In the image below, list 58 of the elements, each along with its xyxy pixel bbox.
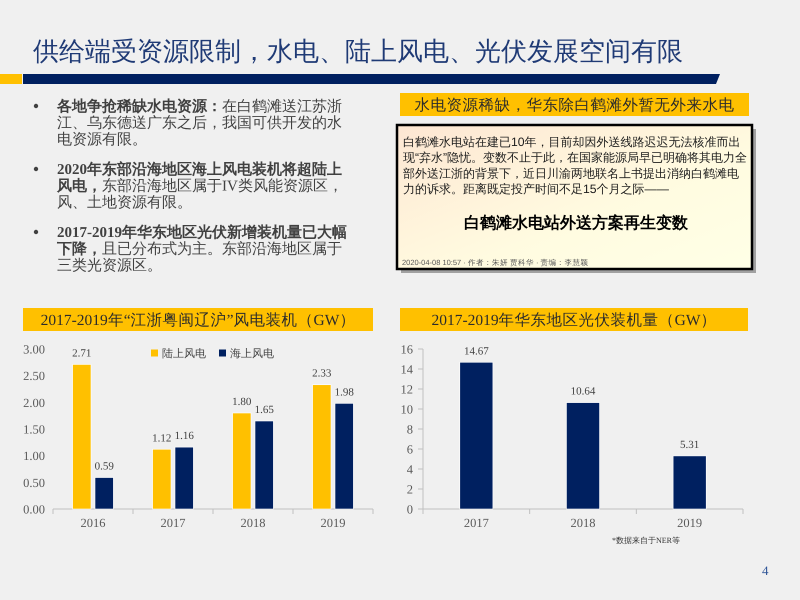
x-tick-label: 2019 [320,516,346,530]
y-tick-label: 6 [406,442,413,456]
text: 白鹤滩水电站外送方案再生变数 [464,213,689,232]
text: *数据来自于NER等 [612,536,680,545]
bar [566,402,600,510]
data-label: 14.67 [464,345,490,358]
data-label: 1.12 [152,432,172,444]
bar [312,384,332,510]
data-label: 2.33 [312,368,332,380]
data-label: 0.59 [94,460,114,473]
chart-title: 2017-2019年华东地区光伏装机量（GW） [432,311,716,329]
data-label: 10.64 [570,386,596,398]
data-label: 1.16 [174,430,194,442]
bar [672,456,706,510]
y-tick-label: 1.00 [23,449,45,464]
data-label: 1.80 [232,396,252,408]
x-tick-label: 2016 [80,516,106,530]
y-tick-label: 0.00 [23,502,45,516]
legend-label: 海上风电 [230,347,274,360]
data-label: 5.31 [680,438,700,451]
y-tick-label: 2 [406,482,413,496]
y-tick-label: 3.00 [23,342,45,356]
bar [232,412,252,510]
y-tick-label: 4 [406,462,414,476]
y-tick-label: 14 [400,362,414,376]
y-tick-label: 2.00 [23,396,45,410]
x-tick-label: 2018 [570,516,596,530]
bar [72,364,92,510]
y-tick-label: 2.50 [23,369,45,384]
y-tick-label: 12 [400,382,413,396]
bar [152,448,172,510]
y-tick-label: 16 [400,342,413,356]
y-tick-label: 0 [406,502,413,516]
y-tick-label: 10 [400,402,413,416]
bar [254,420,274,510]
bar [174,446,194,510]
data-label: 2.71 [72,347,92,360]
text: 各地争抢稀缺水电资源：在白鹤滩送江苏浙江、乌东德送广东之后，我国可供开发的水电资源有限。 [56,98,342,148]
text: 白鹤滩水电站在建已10年，目前却因外送线路迟迟无法核准而出现“弃水”隐忧。变数不止于此，在国家能源局早已明确将其电力全部外送江浙的背景下，近日川渝两地联名上书提出消纳白鹤滩电力的诉求。距离既定投产时间不足15个月之际—— [403,135,748,196]
x-tick-label: 2017 [464,516,489,530]
y-tick-label: 1.50 [23,422,45,436]
chart-title: 2017-2019年“江浙粤闽辽沪”风电装机（GW） [40,311,356,329]
y-tick-label: 0.50 [23,476,45,490]
bar [334,403,354,510]
data-label: 1.65 [254,404,274,416]
text: 2017-2019年华东地区光伏新增装机量已大幅下降，且已分布式为主。东部沿海地区属于三类光资源区。 [56,223,347,274]
x-tick-label: 2017 [160,516,186,530]
bar [94,477,114,510]
data-label: 1.98 [334,386,354,398]
x-tick-label: 2018 [240,516,266,530]
text: 水电资源稀缺，华东除白鹤滩外暂无外来水电 [414,96,734,114]
x-tick-label: 2019 [677,516,702,530]
text: 2020年东部沿海地区海上风电装机将超陆上风电，东部沿海地区属于IV类风能资源区，风、土地资源有限。 [56,160,343,211]
text: 4 [762,563,769,578]
legend-label: 陆上风电 [162,347,206,360]
text: 供给端受资源限制，水电、陆上风电、光伏发展空间有限 [33,37,683,66]
bar [460,362,494,510]
y-tick-label: 8 [406,422,413,436]
